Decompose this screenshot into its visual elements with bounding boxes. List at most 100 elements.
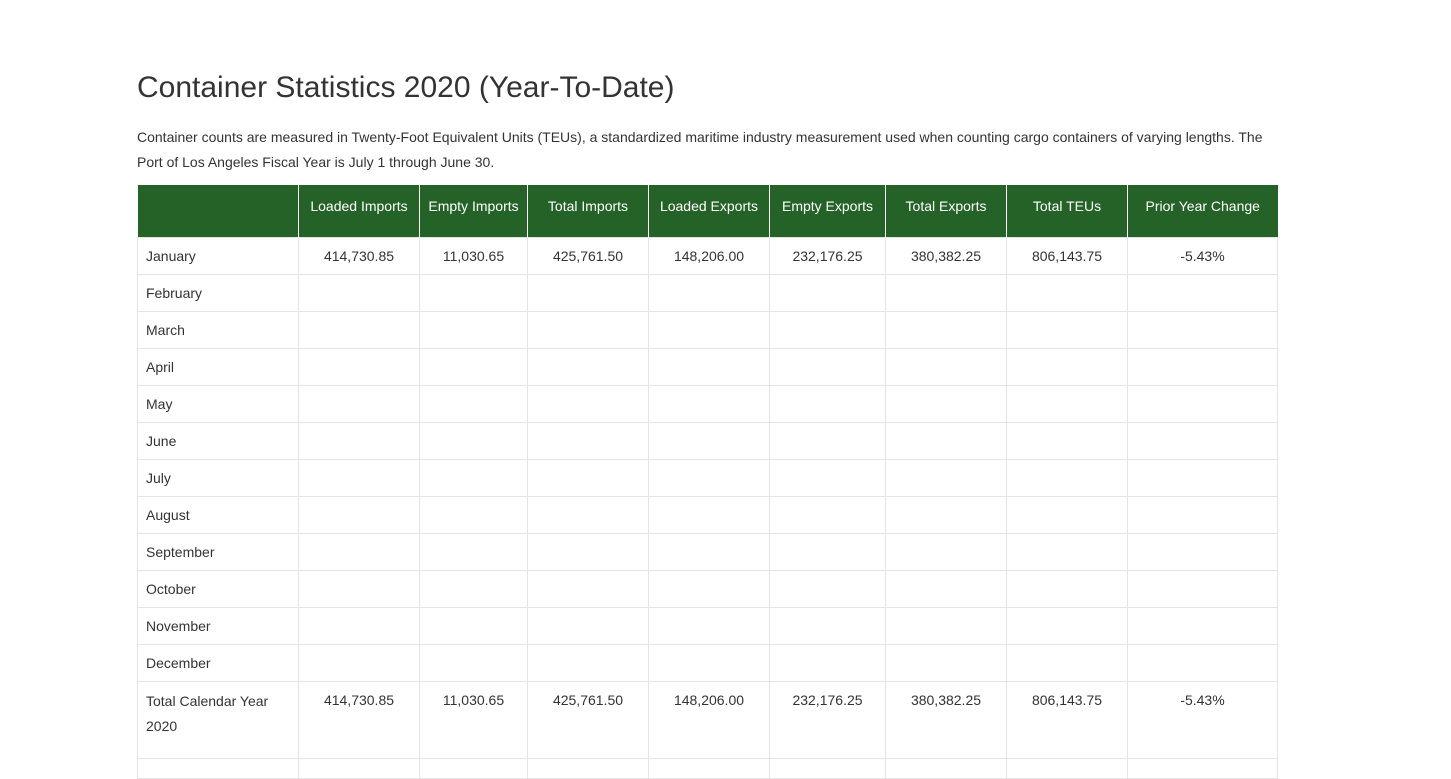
value-cell (298, 421, 420, 460)
empty-cell (648, 757, 770, 779)
value-cell (527, 458, 649, 497)
value-cell (419, 384, 528, 423)
total-value-cell: 232,176.25 (769, 680, 886, 759)
column-header (137, 185, 299, 237)
value-cell (1006, 532, 1128, 571)
total-value-cell: -5.43% (1127, 680, 1278, 759)
value-cell (648, 569, 770, 608)
value-cell (419, 310, 528, 349)
table-row: June (137, 421, 1278, 460)
value-cell (527, 532, 649, 571)
value-cell (1127, 495, 1278, 534)
value-cell: 148,206.00 (648, 236, 770, 275)
value-cell (298, 384, 420, 423)
value-cell (885, 569, 1007, 608)
value-cell (885, 643, 1007, 682)
empty-cell (1127, 757, 1278, 779)
total-value-cell: 425,761.50 (527, 680, 649, 759)
column-header: Prior Year Change (1127, 185, 1278, 237)
value-cell: 425,761.50 (527, 236, 649, 275)
value-cell (648, 421, 770, 460)
value-cell (298, 569, 420, 608)
value-cell (1006, 606, 1128, 645)
value-cell (419, 273, 528, 312)
value-cell: 232,176.25 (769, 236, 886, 275)
value-cell (527, 643, 649, 682)
value-cell: 806,143.75 (1006, 236, 1128, 275)
value-cell (298, 310, 420, 349)
value-cell (885, 458, 1007, 497)
value-cell (769, 532, 886, 571)
month-cell: January (137, 236, 299, 275)
month-cell: March (137, 310, 299, 349)
value-cell (1006, 569, 1128, 608)
value-cell (527, 569, 649, 608)
empty-cell (769, 757, 886, 779)
value-cell (885, 273, 1007, 312)
value-cell (648, 495, 770, 534)
empty-cell (137, 757, 299, 779)
value-cell (885, 606, 1007, 645)
value-cell (527, 347, 649, 386)
value-cell (298, 606, 420, 645)
value-cell (1127, 384, 1278, 423)
value-cell (1006, 458, 1128, 497)
table-header-row: Loaded Imports Empty Imports Total Imports… (137, 185, 1278, 237)
table-row: August (137, 495, 1278, 534)
table-row: January 414,730.85 11,030.65 425,761.50 148,… (137, 236, 1278, 275)
value-cell (1127, 458, 1278, 497)
column-header: Total TEUs (1006, 185, 1128, 237)
value-cell (769, 495, 886, 534)
column-header: Empty Exports (769, 185, 886, 237)
value-cell (885, 421, 1007, 460)
value-cell (885, 310, 1007, 349)
value-cell (769, 606, 886, 645)
value-cell (1127, 310, 1278, 349)
table-row (137, 757, 1278, 779)
value-cell (419, 347, 528, 386)
value-cell (769, 458, 886, 497)
value-cell (419, 569, 528, 608)
total-value-cell: 148,206.00 (648, 680, 770, 759)
value-cell (769, 384, 886, 423)
value-cell (1127, 421, 1278, 460)
value-cell: -5.43% (1127, 236, 1278, 275)
column-header: Total Imports (527, 185, 649, 237)
total-label-cell: Total Calendar Year 2020 (137, 680, 299, 759)
value-cell (1127, 532, 1278, 571)
value-cell (1006, 643, 1128, 682)
value-cell (419, 458, 528, 497)
month-cell: October (137, 569, 299, 608)
value-cell (419, 643, 528, 682)
value-cell (419, 532, 528, 571)
value-cell (298, 643, 420, 682)
value-cell (298, 273, 420, 312)
column-header: Empty Imports (419, 185, 528, 237)
table-row: December (137, 643, 1278, 682)
value-cell: 11,030.65 (419, 236, 528, 275)
value-cell (298, 458, 420, 497)
month-cell: April (137, 347, 299, 386)
value-cell (885, 384, 1007, 423)
value-cell (769, 310, 886, 349)
container-statistics-table: Loaded Imports Empty Imports Total Imports… (137, 185, 1278, 779)
value-cell (527, 384, 649, 423)
value-cell: 380,382.25 (885, 236, 1007, 275)
empty-cell (1006, 757, 1128, 779)
value-cell (769, 347, 886, 386)
value-cell: 414,730.85 (298, 236, 420, 275)
value-cell (1006, 421, 1128, 460)
month-cell: August (137, 495, 299, 534)
value-cell (1127, 569, 1278, 608)
month-cell: February (137, 273, 299, 312)
total-value-cell: 380,382.25 (885, 680, 1007, 759)
page-title: Container Statistics 2020 (Year-To-Date) (137, 71, 675, 104)
empty-cell (885, 757, 1007, 779)
month-cell: May (137, 384, 299, 423)
value-cell (648, 273, 770, 312)
intro-paragraph: Container counts are measured in Twenty-… (137, 129, 1263, 170)
value-cell (648, 458, 770, 497)
value-cell (527, 421, 649, 460)
value-cell (419, 495, 528, 534)
column-header: Loaded Exports (648, 185, 770, 237)
